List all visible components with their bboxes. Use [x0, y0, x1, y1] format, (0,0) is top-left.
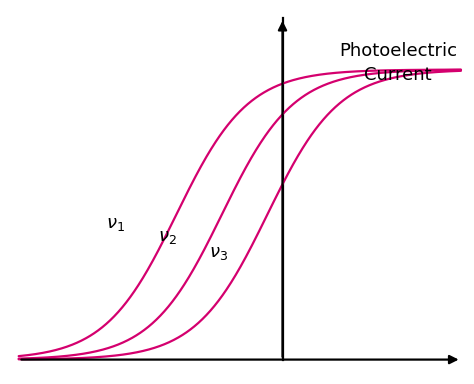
Text: $\nu_1$: $\nu_1$: [106, 215, 125, 233]
Text: $\nu_2$: $\nu_2$: [158, 228, 177, 246]
Text: $\nu_3$: $\nu_3$: [210, 244, 228, 262]
Text: Photoelectric
Current: Photoelectric Current: [339, 42, 457, 84]
